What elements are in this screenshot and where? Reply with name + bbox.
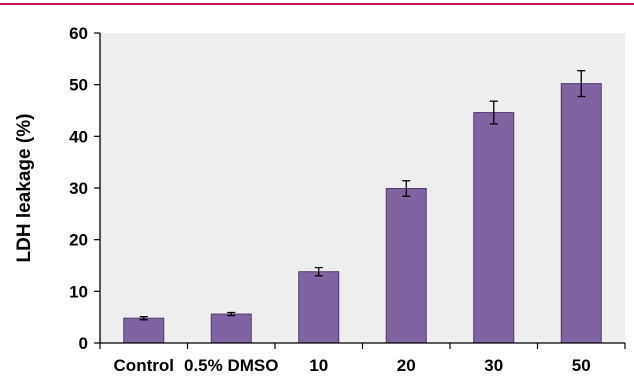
x-tick-label: 10 [309,356,328,375]
error-bar [314,266,323,277]
y-tick-label: 20 [69,231,88,250]
y-tick-label: 10 [69,282,88,301]
x-tick-labels: Control 0.5% DMSO 10 20 30 50 [114,356,591,375]
bar [123,317,165,344]
y-tick-label: 50 [69,76,88,95]
x-tick-label: Control [114,356,174,375]
x-tick-label: 0.5% DMSO [184,356,278,375]
bar [560,83,602,344]
y-tick-label: 0 [79,334,88,353]
y-tick-label: 40 [69,127,88,146]
error-bar [402,180,411,197]
error-bar [139,315,148,321]
y-tick-labels: 0 10 20 30 40 50 60 [69,24,88,353]
y-axis-title: LDH leakage (%) [14,114,35,263]
bar [298,271,340,344]
error-bar [489,100,498,125]
error-bars-group [139,70,586,321]
bar [385,188,427,344]
plot-area [100,33,625,343]
x-axis-ticks [99,343,626,349]
y-tick-label: 30 [69,179,88,198]
x-tick-label: 20 [397,356,416,375]
bar [210,313,252,344]
y-tick-label: 60 [69,24,88,43]
x-tick-label: 50 [572,356,591,375]
bar [473,112,515,344]
y-axis-ticks [94,32,100,344]
error-bar [227,311,236,317]
error-bar [577,70,586,98]
x-tick-label: 30 [484,356,503,375]
top-border-line [0,3,634,5]
